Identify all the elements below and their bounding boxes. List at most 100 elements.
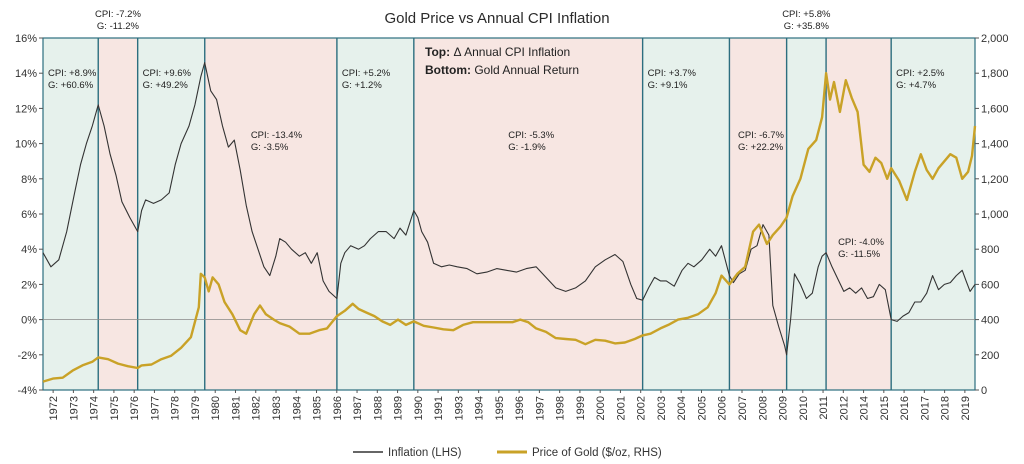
period-cpi-label-9: CPI: -4.0% — [838, 237, 884, 248]
period-cpi-label-6: CPI: +3.7% — [648, 68, 697, 79]
y-right-tick-label: 1,800 — [981, 68, 1009, 80]
y-right-tick-label: 1,400 — [981, 139, 1009, 151]
legend-label-1: Price of Gold ($/oz, RHS) — [532, 447, 662, 459]
period-cpi-label-1: CPI: -7.2% — [95, 9, 141, 20]
x-tick-label: 1976 — [129, 396, 141, 420]
y-right-tick-label: 800 — [981, 244, 999, 256]
x-tick-label: 2012 — [838, 396, 850, 420]
period-gold-label-7: G: +22.2% — [738, 142, 784, 153]
x-tick-label: 1991 — [433, 396, 445, 420]
x-tick-label: 2005 — [696, 396, 708, 420]
note-text: Gold Annual Return — [471, 63, 579, 77]
x-tick-label: 1989 — [393, 396, 405, 420]
series-line-0 — [42, 62, 976, 356]
x-tick-label: 1972 — [48, 396, 60, 420]
axes: -4% -2% 0% 2% 4% 6% 8% 10% 12% 14% 16% 0 200 400 600 80… — [15, 33, 1009, 420]
y-right-tick-label: 0 — [981, 385, 987, 397]
x-tick-label: 1983 — [271, 396, 283, 420]
y-left-tick-label: -2% — [17, 350, 37, 362]
x-tick-label: 2008 — [757, 396, 769, 420]
x-tick-label: 2003 — [656, 396, 668, 420]
x-tick-label: 1980 — [210, 396, 222, 420]
period-cpi-label-2: CPI: +9.6% — [143, 68, 192, 79]
x-tick-label: 1994 — [474, 396, 486, 420]
y-right-tick-label: 2,000 — [981, 33, 1009, 45]
y-left-tick-label: 12% — [15, 103, 37, 115]
x-tick-label: 2007 — [737, 396, 749, 420]
x-tick-label: 1977 — [149, 396, 161, 420]
x-tick-label: 2002 — [636, 396, 648, 420]
x-tick-label: 1997 — [534, 396, 546, 420]
period-gold-label-9: G: -11.5% — [838, 249, 881, 260]
x-tick-label: 1996 — [514, 396, 526, 420]
x-tick-label: 1999 — [575, 396, 587, 420]
x-tick-label: 1979 — [190, 396, 202, 420]
x-tick-label: 2000 — [595, 396, 607, 420]
note-line-1: Bottom: Gold Annual Return — [425, 63, 579, 77]
x-tick-label: 1993 — [453, 396, 465, 420]
y-right-tick-label: 200 — [981, 350, 999, 362]
period-cpi-label-0: CPI: +8.9% — [48, 68, 97, 79]
period-band-8 — [786, 38, 827, 390]
x-tick-label: 1981 — [230, 396, 242, 420]
period-cpi-label-3: CPI: -13.4% — [251, 130, 303, 141]
x-tick-label: 1974 — [89, 396, 101, 420]
period-band-10 — [891, 38, 975, 390]
period-band-5 — [413, 38, 643, 390]
x-tick-label: 2011 — [818, 396, 830, 420]
period-gold-label-3: G: -3.5% — [251, 142, 289, 153]
period-gold-label-6: G: +9.1% — [648, 80, 688, 91]
period-cpi-label-5: CPI: -5.3% — [508, 130, 554, 141]
y-left-tick-label: 0% — [21, 315, 37, 327]
series-line-1 — [42, 72, 977, 383]
period-gold-label-5: G: -1.9% — [508, 142, 546, 153]
x-tick-label: 2016 — [899, 396, 911, 420]
note-bold: Bottom: — [425, 63, 471, 77]
x-tick-label: 2010 — [798, 396, 810, 420]
period-band-7 — [729, 38, 787, 390]
x-tick-label: 2018 — [940, 396, 952, 420]
x-tick-label: 2009 — [778, 396, 790, 420]
y-left-tick-label: 16% — [15, 33, 37, 45]
period-cpi-label-8: CPI: +5.8% — [782, 9, 831, 20]
period-band-1 — [98, 38, 138, 390]
y-right-tick-label: 600 — [981, 279, 999, 291]
x-tick-label: 1995 — [494, 396, 506, 420]
period-cpi-label-7: CPI: -6.7% — [738, 130, 784, 141]
note-bold: Top: — [425, 45, 450, 59]
x-tick-label: 2017 — [919, 396, 931, 420]
period-band-4 — [336, 38, 414, 390]
x-tick-label: 1978 — [170, 396, 182, 420]
y-left-tick-label: 2% — [21, 279, 37, 291]
period-gold-label-10: G: +4.7% — [896, 80, 936, 91]
x-tick-label: 1990 — [413, 396, 425, 420]
y-left-tick-label: 6% — [21, 209, 37, 221]
x-tick-label: 1985 — [312, 396, 324, 420]
y-left-tick-label: 8% — [21, 174, 37, 186]
x-tick-label: 1987 — [352, 396, 364, 420]
series-layer — [42, 62, 977, 383]
y-right-tick-label: 1,200 — [981, 174, 1009, 186]
period-gold-label-2: G: +49.2% — [143, 80, 189, 91]
y-left-tick-label: 10% — [15, 139, 37, 151]
x-tick-label: 1998 — [555, 396, 567, 420]
x-tick-label: 2019 — [960, 396, 972, 420]
x-tick-label: 2001 — [615, 396, 627, 420]
x-tick-label: 2015 — [879, 396, 891, 420]
legend-label-0: Inflation (LHS) — [388, 447, 462, 459]
period-gold-label-0: G: +60.6% — [48, 80, 94, 91]
x-tick-label: 2014 — [859, 396, 871, 420]
x-tick-label: 1973 — [68, 396, 80, 420]
x-tick-label: 1984 — [291, 396, 303, 420]
period-annotations: CPI: +8.9%G: +60.6% CPI: -7.2%G: -11.2% CP… — [48, 9, 945, 260]
period-gold-label-1: G: -11.2% — [97, 21, 140, 32]
x-tick-label: 1975 — [109, 396, 121, 420]
x-tick-label: 2004 — [676, 396, 688, 420]
chart-title: Gold Price vs Annual CPI Inflation — [384, 10, 609, 27]
x-tick-label: 1988 — [372, 396, 384, 420]
y-right-tick-label: 1,000 — [981, 209, 1009, 221]
note-text: Δ Annual CPI Inflation — [450, 45, 570, 59]
period-cpi-label-10: CPI: +2.5% — [896, 68, 945, 79]
y-right-tick-label: 1,600 — [981, 103, 1009, 115]
